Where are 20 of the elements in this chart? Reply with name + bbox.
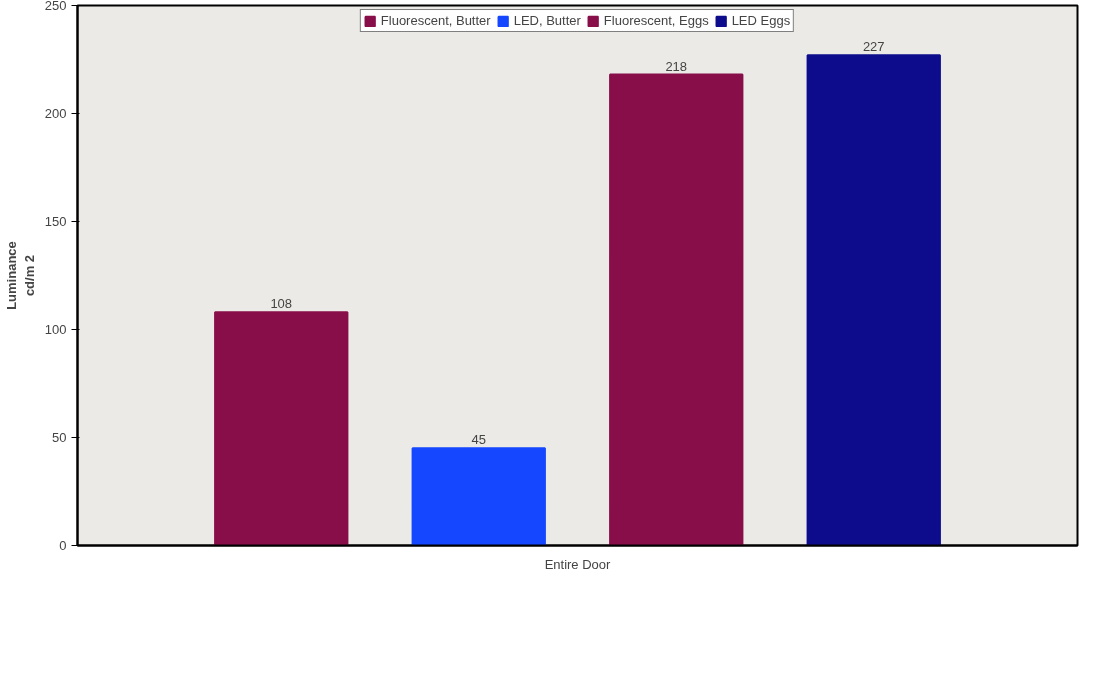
y-tick-label: 100 <box>44 322 67 337</box>
y-tick-label: 0 <box>59 538 67 553</box>
data-label: 218 <box>665 58 688 74</box>
legend-label: Fluorescent, Eggs <box>603 13 709 28</box>
y-axis-title: Luminance cd/m 2 <box>3 241 37 310</box>
y-tick-label: 250 <box>44 0 67 13</box>
y-tick-label: 150 <box>44 214 67 229</box>
data-label: 45 <box>471 432 486 448</box>
bar <box>806 54 941 546</box>
data-label: 227 <box>862 39 885 55</box>
legend-label: Fluorescent, Butter <box>380 13 491 28</box>
bar <box>214 311 349 546</box>
y-tick-label: 50 <box>52 430 67 445</box>
y-tick-label: 200 <box>44 106 67 121</box>
bar <box>609 73 744 546</box>
bar <box>411 447 546 546</box>
legend-label: LED Eggs <box>731 13 791 28</box>
legend-label: LED, Butter <box>513 13 581 28</box>
x-tick-label: Entire Door <box>544 556 612 572</box>
data-label: 108 <box>270 296 293 312</box>
